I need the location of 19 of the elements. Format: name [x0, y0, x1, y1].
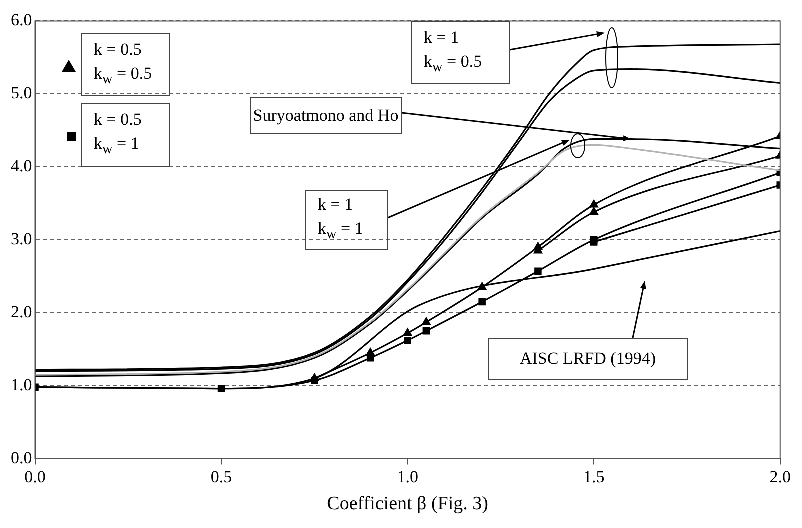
- y-tick-label: 2.0: [11, 302, 32, 322]
- x-tick-label: 0.0: [24, 467, 46, 486]
- annotation: k = 0.5 k$_{w}$ = 0.5: [94, 38, 152, 90]
- annotation: k = 0.5 k$_{w}$ = 1: [94, 109, 142, 160]
- x-axis-title: Coefficient β (Fig. 3): [327, 494, 488, 515]
- y-tick-label: 5.0: [11, 84, 32, 103]
- annotation: AISC LRFD (1994): [520, 348, 656, 370]
- x-tick-label: 1.0: [397, 467, 418, 486]
- x-tick-label: 2.0: [770, 467, 791, 486]
- annotation: Suryoatmono and Ho: [253, 104, 399, 127]
- y-tick-label: 6.0: [11, 10, 32, 30]
- y-tick-label: 1.0: [11, 375, 32, 394]
- annotation: k = 1 k$_{w}$ = 0.5: [424, 26, 482, 78]
- y-tick-label: 0.0: [11, 448, 32, 468]
- annotation: k = 1 k$_{w}$ = 1: [318, 194, 364, 245]
- x-tick-label: 1.5: [583, 467, 605, 486]
- y-tick-label: 3.0: [11, 229, 32, 248]
- x-tick-label: 0.5: [210, 467, 232, 486]
- y-tick-label: 4.0: [11, 156, 32, 176]
